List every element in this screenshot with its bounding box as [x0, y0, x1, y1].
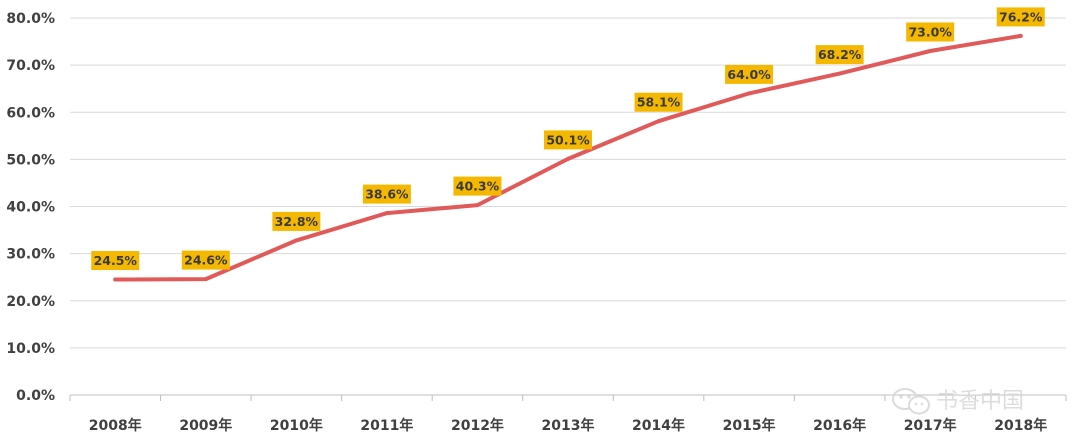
data-label: 58.1%: [634, 92, 683, 112]
data-label: 76.2%: [996, 7, 1045, 27]
data-label-text: 76.2%: [999, 9, 1043, 24]
data-label-text: 50.1%: [546, 132, 590, 147]
data-point: [837, 71, 842, 76]
x-axis: 2008年 2009年 2010年 2011年 2012年 2013年 2014年 2015年…: [69, 394, 1067, 434]
data-label-box: [906, 22, 955, 42]
y-tick-label: 80.0%: [6, 11, 55, 27]
data-label-text: 64.0%: [727, 67, 771, 82]
x-tick-label: 2018年: [994, 417, 1047, 434]
data-label-box: [996, 7, 1045, 27]
data-point: [928, 48, 933, 53]
data-label-text: 38.6%: [365, 187, 409, 202]
data-label: 40.3%: [453, 176, 502, 196]
data-point: [566, 156, 570, 161]
data-label-box: [362, 184, 411, 204]
x-tick-label: 2008年: [89, 417, 142, 434]
gridlines: [70, 17, 1066, 349]
data-label: 50.1%: [544, 130, 592, 150]
data-label-text: 24.6%: [184, 253, 228, 268]
x-tick-label: 2010年: [270, 417, 323, 434]
data-point: [747, 91, 752, 96]
data-label-box: [272, 211, 321, 231]
data-label: 68.2%: [815, 45, 864, 65]
data-label-box: [634, 92, 683, 112]
data-label-box: [453, 176, 502, 196]
x-tick-label: 2015年: [723, 417, 776, 434]
y-tick-label: 20.0%: [6, 294, 55, 310]
x-tick-label: 2012年: [451, 417, 504, 434]
watermark: 书香中国: [892, 388, 1024, 415]
data-label-box: [725, 64, 774, 84]
y-tick-label: 10.0%: [6, 341, 55, 357]
y-tick-label: 60.0%: [6, 105, 55, 121]
data-label-text: 73.0%: [908, 24, 952, 39]
x-tick-label: 2013年: [542, 417, 595, 434]
y-tick-label: 0.0%: [16, 388, 55, 404]
data-label-text: 32.8%: [275, 214, 319, 229]
x-tick-label: 2016年: [813, 417, 866, 434]
data-label: 24.6%: [181, 250, 230, 270]
y-tick-label: 40.0%: [6, 200, 55, 216]
data-point: [1018, 33, 1023, 38]
data-label-box: [815, 45, 864, 65]
series-line-group: [113, 33, 1023, 282]
data-label-text: 58.1%: [637, 95, 681, 110]
x-tick-label: 2009年: [179, 417, 232, 434]
data-point: [384, 211, 389, 216]
data-label: 73.0%: [906, 22, 955, 42]
y-tick-label: 50.0%: [6, 152, 55, 168]
data-label: 24.5%: [91, 251, 140, 271]
data-point: [203, 277, 208, 282]
watermark-text: 书香中国: [936, 389, 1024, 414]
y-tick-label: 70.0%: [6, 58, 55, 74]
y-tick-label: 30.0%: [6, 247, 55, 263]
data-label-box: [544, 130, 592, 150]
data-point: [656, 119, 661, 124]
x-tick-label: 2017年: [904, 417, 957, 434]
data-label-text: 68.2%: [818, 47, 862, 62]
y-axis-ticks: 0.0% 10.0% 20.0% 30.0% 40.0% 50.0% 60.0% 70.0% 8…: [6, 11, 55, 404]
data-label: 64.0%: [725, 64, 774, 84]
data-label-text: 24.5%: [94, 253, 138, 268]
data-label-box: [181, 250, 230, 270]
wechat-icon: [892, 388, 930, 415]
data-point: [113, 277, 118, 282]
x-tick-label: 2011年: [360, 417, 413, 434]
data-label-text: 40.3%: [456, 179, 500, 194]
data-label: 32.8%: [272, 211, 321, 231]
data-point: [294, 238, 299, 243]
x-tick-label: 2014年: [632, 417, 685, 434]
data-label: 38.6%: [362, 184, 411, 204]
data-labels: 24.5% 24.6% 32.8% 38.6% 40.3% 50.1% 58.1% 64.0%…: [91, 7, 1045, 271]
data-label-box: [91, 251, 140, 271]
data-point: [475, 203, 480, 208]
